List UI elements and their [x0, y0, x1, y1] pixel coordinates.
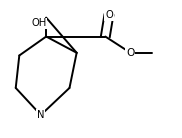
Text: OH: OH: [31, 18, 47, 28]
Text: O: O: [105, 10, 113, 20]
Text: N: N: [37, 110, 45, 120]
Text: O: O: [126, 48, 135, 58]
